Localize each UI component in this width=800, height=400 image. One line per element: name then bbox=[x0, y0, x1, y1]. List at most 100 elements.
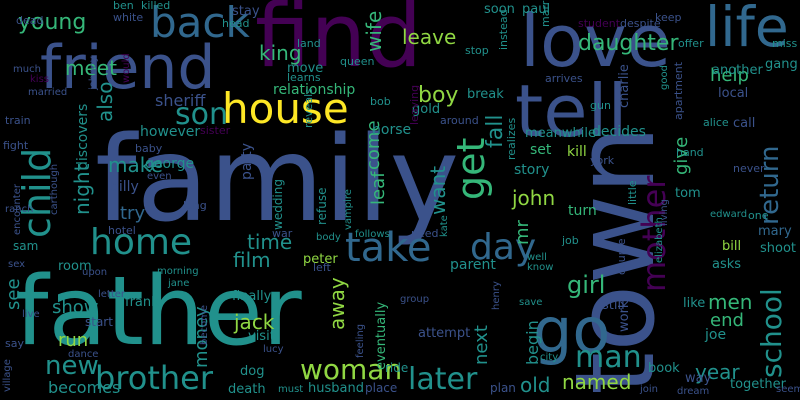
word-killed: killed bbox=[141, 0, 171, 12]
word-home: home bbox=[90, 222, 193, 263]
word-break: break bbox=[467, 87, 504, 102]
word-leave: leave bbox=[402, 25, 457, 49]
word-wife: wife bbox=[362, 10, 386, 52]
word-apartment: apartment bbox=[672, 61, 685, 120]
word-asks: asks bbox=[712, 257, 742, 272]
word-fall: fall bbox=[483, 114, 508, 148]
word-way: way bbox=[685, 371, 712, 386]
word-ranch: ranch bbox=[5, 204, 34, 215]
word-hand: hand bbox=[676, 146, 704, 159]
word-follows: follows bbox=[355, 229, 390, 240]
word-love: love bbox=[520, 0, 671, 83]
word-would: would bbox=[121, 53, 132, 83]
word-set: set bbox=[530, 142, 552, 158]
word-sister: sister bbox=[200, 124, 231, 137]
word-ride: ride bbox=[385, 361, 409, 375]
word-want: want bbox=[426, 165, 450, 215]
word-becomes: becomes bbox=[48, 378, 121, 397]
word-refuse: refuse bbox=[315, 187, 329, 225]
word-party: party bbox=[239, 143, 255, 180]
word-life: life bbox=[705, 0, 789, 59]
word-charlie: charlie bbox=[617, 64, 632, 108]
word-day: day bbox=[470, 227, 537, 268]
word-johnny: johnny bbox=[88, 56, 99, 90]
word-fight: fight bbox=[3, 139, 29, 152]
word-john: john bbox=[512, 186, 556, 210]
word-one: one bbox=[748, 209, 769, 222]
word-land: land bbox=[297, 37, 321, 50]
word-frank: frank bbox=[125, 295, 159, 310]
word-men: men bbox=[708, 290, 753, 314]
word-george: george bbox=[145, 156, 195, 172]
word-old: old bbox=[520, 373, 551, 397]
word-tom: tom bbox=[675, 186, 701, 201]
word-see: see bbox=[3, 278, 24, 310]
word-gang: gang bbox=[765, 57, 798, 72]
word-call: call bbox=[733, 116, 756, 131]
word-daughter: daughter bbox=[578, 31, 679, 56]
word-never: never bbox=[733, 162, 765, 175]
word-ben: ben bbox=[113, 0, 134, 12]
word-body: body bbox=[316, 232, 341, 243]
word-attempt: attempt bbox=[418, 326, 471, 341]
word-alice: alice bbox=[703, 116, 729, 129]
word-named: named bbox=[562, 370, 632, 394]
word-show: show bbox=[52, 297, 99, 318]
word-go: go bbox=[533, 294, 611, 367]
word-boy: boy bbox=[418, 83, 459, 108]
word-mary: mary bbox=[758, 224, 792, 239]
word-mr: mr bbox=[512, 220, 533, 245]
word-despite: despite bbox=[620, 17, 661, 30]
word-eventually: eventually bbox=[374, 301, 389, 370]
word-become: become bbox=[199, 304, 210, 345]
word-stay: stay bbox=[232, 4, 260, 19]
word-must: must bbox=[278, 384, 304, 395]
word-living: living bbox=[659, 199, 670, 226]
word-still: still bbox=[602, 298, 625, 313]
word-take: take bbox=[345, 225, 432, 271]
word-good: good bbox=[659, 65, 670, 90]
word-need: need bbox=[411, 227, 439, 240]
word-dead: dead bbox=[16, 14, 44, 27]
word-dog: dog bbox=[240, 364, 265, 379]
word-sheriff: sheriff bbox=[155, 91, 206, 110]
word-another: another bbox=[712, 63, 763, 78]
word-war: war bbox=[272, 227, 293, 240]
word-peter: peter bbox=[303, 252, 338, 267]
word-student: student bbox=[578, 17, 621, 30]
word-family: family bbox=[95, 110, 460, 248]
word-village: village bbox=[2, 359, 13, 392]
word-instead: instead bbox=[497, 9, 510, 50]
word-arrives: arrives bbox=[545, 72, 583, 85]
word-morning: morning bbox=[157, 266, 199, 277]
word-however: however bbox=[140, 124, 201, 140]
word-tell: tell bbox=[515, 69, 628, 153]
word-leaf: leaf bbox=[368, 171, 389, 205]
word-learns: learns bbox=[287, 71, 321, 84]
word-even: even bbox=[147, 171, 172, 182]
word-dream: dream bbox=[677, 386, 710, 397]
word-marriage: marriage bbox=[539, 0, 552, 27]
word-brother: brother bbox=[95, 359, 214, 397]
word-stop: stop bbox=[465, 44, 489, 57]
word-know: know bbox=[527, 262, 554, 273]
word-york: york bbox=[590, 154, 615, 167]
word-story: story bbox=[514, 162, 550, 178]
word-hotel: hotel bbox=[108, 224, 136, 237]
word-king: king bbox=[259, 41, 302, 65]
word-like: like bbox=[683, 296, 706, 311]
word-move: move bbox=[287, 61, 324, 76]
word-place: place bbox=[365, 381, 398, 395]
word-horse: horse bbox=[372, 122, 412, 138]
word-join: join bbox=[640, 384, 659, 395]
word-friend: friend bbox=[40, 33, 216, 103]
word-away: away bbox=[325, 277, 349, 330]
word-edward: edward bbox=[710, 209, 748, 220]
word-realizes: realizes bbox=[505, 117, 518, 160]
word-later: later bbox=[408, 362, 478, 397]
word-house: house bbox=[222, 84, 349, 133]
word-relationship: relationship bbox=[273, 82, 356, 98]
word-kate: kate bbox=[439, 215, 450, 237]
word-gold: gold bbox=[412, 102, 441, 117]
